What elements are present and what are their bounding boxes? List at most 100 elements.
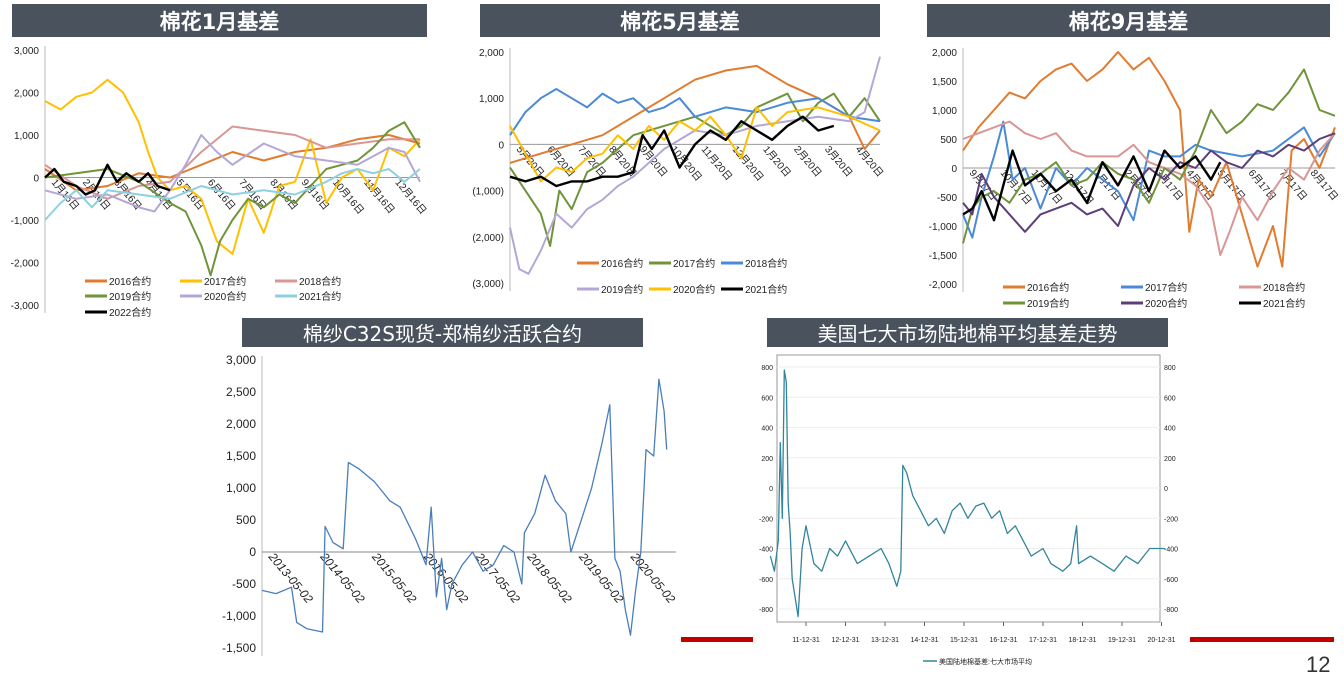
x-tick-label: 11月17日 [1029, 167, 1065, 207]
y-tick-label-left: 400 [761, 426, 773, 433]
decorative-red-bar-left [681, 637, 753, 642]
y-tick-label-left: -200 [759, 516, 773, 523]
legend-label: 2017合约 [673, 257, 715, 270]
y-tick-label-left: -800 [759, 607, 773, 614]
y-tick-label: 1,000 [226, 481, 256, 495]
y-tick-label: -1,500 [222, 641, 256, 655]
series-line [769, 369, 1166, 618]
x-tick-label: 2015-05-02 [369, 549, 420, 606]
chart-title-sep-basis: 棉花9月基差 [927, 4, 1330, 37]
series-line [509, 115, 835, 188]
series-line [261, 378, 668, 636]
chart-title-jan-basis: 棉花1月基差 [12, 4, 427, 37]
x-tick-label: 6月17日 [1246, 167, 1279, 203]
decorative-red-bar-right [1190, 637, 1334, 642]
legend-label: 2016合约 [109, 275, 151, 288]
x-tick-label: 19-12-31 [1108, 637, 1136, 644]
y-tick-label: 1,000 [479, 94, 504, 105]
legend-label: 2018合约 [299, 275, 341, 288]
y-tick-label-right: 800 [1164, 365, 1176, 372]
x-tick-label: 2013-05-02 [265, 549, 316, 606]
legend-label: 2020合约 [204, 290, 246, 303]
series-line [509, 56, 881, 275]
y-tick-label: 500 [940, 135, 957, 146]
y-tick-label-right: 0 [1164, 486, 1168, 493]
legend-label: 2020合约 [673, 283, 715, 296]
y-tick-label-right: -400 [1164, 547, 1178, 554]
y-tick-label: 2,000 [479, 48, 504, 59]
y-tick-label-right: -800 [1164, 607, 1178, 614]
legend-label: 2016合约 [1027, 281, 1069, 294]
legend-label: 2019合约 [1027, 297, 1069, 310]
chart-title-yarn-basis: 棉纱C32S现货-郑棉纱活跃合约 [242, 318, 643, 347]
x-tick-label: 4月20日 [853, 144, 886, 180]
series-line [44, 125, 420, 200]
legend-label: 2022合约 [109, 306, 151, 319]
y-tick-label: 1,500 [932, 77, 957, 88]
x-tick-label: 13-12-31 [871, 637, 899, 644]
series-line [44, 78, 421, 255]
x-tick-label: 10月16日 [330, 177, 366, 217]
y-tick-label: 2,000 [226, 417, 256, 431]
y-tick-label: 500 [236, 513, 256, 527]
legend-label: 2021合约 [299, 290, 341, 303]
y-tick-label: 0 [498, 140, 504, 151]
y-tick-label: 2,500 [226, 385, 256, 399]
legend-label: 2019合约 [601, 283, 643, 296]
series-line [44, 121, 421, 277]
y-tick-label-right: 400 [1164, 426, 1176, 433]
legend-label: 2019合约 [109, 290, 151, 303]
y-tick-label: 1,000 [14, 131, 39, 142]
y-tick-label-right: -200 [1164, 516, 1178, 523]
x-tick-label: 2月20日 [791, 144, 824, 180]
y-tick-label: -1,000 [11, 216, 40, 227]
x-tick-label: 16-12-31 [989, 637, 1017, 644]
y-tick-label: -2,000 [11, 259, 40, 270]
y-tick-label: 0 [951, 164, 957, 175]
series-line [509, 106, 881, 183]
series-line [44, 168, 421, 221]
x-tick-label: 8月17日 [1308, 167, 1341, 203]
x-tick-label: 20-12-31 [1147, 637, 1175, 644]
y-tick-label: -1,000 [222, 609, 256, 623]
series-line [44, 134, 421, 192]
y-tick-label-right: -600 [1164, 577, 1178, 584]
y-tick-label: 0 [33, 174, 39, 185]
series-line [962, 51, 1336, 268]
y-tick-label: 3,000 [14, 46, 39, 57]
y-tick-label: 1,000 [932, 106, 957, 117]
y-tick-label-left: 200 [761, 456, 773, 463]
y-tick-label: 3,000 [226, 353, 256, 367]
y-tick-label: (3,000) [472, 279, 504, 290]
y-tick-label: -1,500 [929, 251, 958, 262]
legend-label: 2017合约 [204, 275, 246, 288]
legend-label: 美国陆地棉基差:七大市场平均 [939, 657, 1032, 666]
legend-label: 2021合约 [1263, 297, 1305, 310]
x-tick-label: 2018-05-02 [524, 549, 575, 606]
x-tick-label: 11-12-31 [792, 637, 820, 644]
x-tick-label: 15-12-31 [950, 637, 978, 644]
y-tick-label-left: -600 [759, 577, 773, 584]
y-tick-label: -2,000 [929, 280, 958, 291]
legend-label: 2018合约 [1263, 281, 1305, 294]
legend-label: 2018合约 [745, 257, 787, 270]
y-tick-label-left: 0 [769, 486, 773, 493]
y-tick-label: 2,000 [932, 48, 957, 59]
y-tick-label: -500 [232, 577, 256, 591]
x-tick-label: 2019-05-02 [576, 549, 627, 606]
series-line [962, 120, 1336, 239]
y-tick-label: (1,000) [472, 187, 504, 198]
y-tick-label: -500 [937, 193, 957, 204]
y-tick-label-left: 600 [761, 395, 773, 402]
y-tick-label: 1,500 [226, 449, 256, 463]
series-line [44, 163, 171, 196]
page-number: 12 [1306, 652, 1331, 677]
x-tick-label: 12月16日 [392, 177, 428, 217]
legend-label: 2021合约 [745, 283, 787, 296]
y-tick-label: (2,000) [472, 233, 504, 244]
series-line [962, 149, 1222, 222]
x-tick-label: 17-12-31 [1029, 637, 1057, 644]
legend-label: 2020合约 [1145, 297, 1187, 310]
y-tick-label-right: 600 [1164, 395, 1176, 402]
